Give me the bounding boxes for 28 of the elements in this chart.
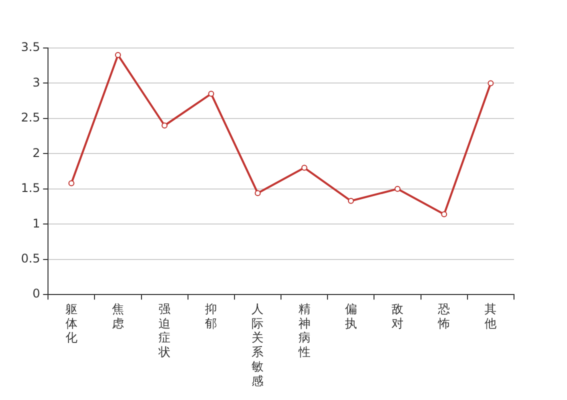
x-tick-label: 焦虑 bbox=[112, 302, 124, 330]
y-tick-label: 2 bbox=[32, 146, 40, 160]
x-tick-label: 人际关系敏感 bbox=[252, 302, 264, 388]
y-tick-label: 0 bbox=[32, 286, 40, 301]
y-tick-label: 0.5 bbox=[20, 251, 40, 266]
point bbox=[488, 80, 494, 86]
y-tick-label: 1.5 bbox=[20, 181, 40, 196]
x-tick-label: 躯体化 bbox=[65, 302, 78, 345]
point bbox=[68, 180, 74, 186]
x-tick-label: 抑郁 bbox=[205, 302, 218, 330]
y-tick-label: 2.5 bbox=[20, 110, 40, 125]
point bbox=[208, 90, 214, 97]
x-tick-label: 精神病性 bbox=[297, 302, 310, 360]
point bbox=[301, 164, 308, 171]
y-tick-label: 1 bbox=[32, 216, 40, 230]
x-tick-label: 敌对 bbox=[392, 302, 404, 330]
x-tick-label: 其他 bbox=[484, 302, 497, 330]
point bbox=[441, 211, 448, 218]
point bbox=[114, 52, 121, 58]
y-tick-label: 3.5 bbox=[20, 40, 40, 54]
x-tick-label: 偏执 bbox=[344, 302, 357, 330]
y-tick-label: 3 bbox=[32, 75, 40, 90]
point bbox=[254, 190, 261, 196]
x-tick-label: 强迫症状 bbox=[158, 302, 171, 360]
point bbox=[394, 186, 401, 192]
x-tick-label: 恐怖 bbox=[437, 302, 450, 330]
point bbox=[348, 198, 354, 204]
point bbox=[162, 122, 168, 129]
